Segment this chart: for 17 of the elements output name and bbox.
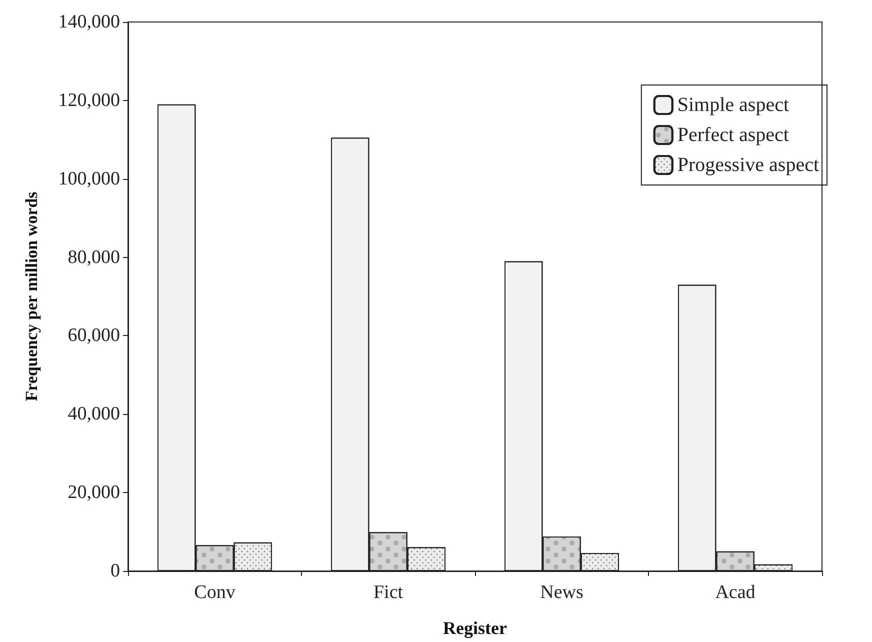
y-tick-label: 60,000 xyxy=(68,325,120,346)
y-tick-label: 140,000 xyxy=(58,12,120,32)
x-axis-title: Register xyxy=(443,618,507,638)
y-axis-title: Frequency per million words xyxy=(22,191,41,402)
x-tick-label: Conv xyxy=(194,582,236,603)
legend-label: Simple aspect xyxy=(677,94,790,116)
y-tick-label: 0 xyxy=(110,560,120,582)
x-tick-label: Acad xyxy=(715,582,756,603)
legend-label: Progessive aspect xyxy=(677,154,820,176)
x-tick-label: News xyxy=(540,582,584,603)
legend-label: Perfect aspect xyxy=(677,124,790,146)
x-tick-label: Fict xyxy=(373,582,404,603)
y-tick-label: 100,000 xyxy=(58,168,120,190)
y-tick-label: 20,000 xyxy=(68,482,120,504)
y-tick-label: 120,000 xyxy=(58,90,120,111)
y-tick-label: 40,000 xyxy=(68,404,120,425)
y-tick-label: 80,000 xyxy=(68,246,120,268)
